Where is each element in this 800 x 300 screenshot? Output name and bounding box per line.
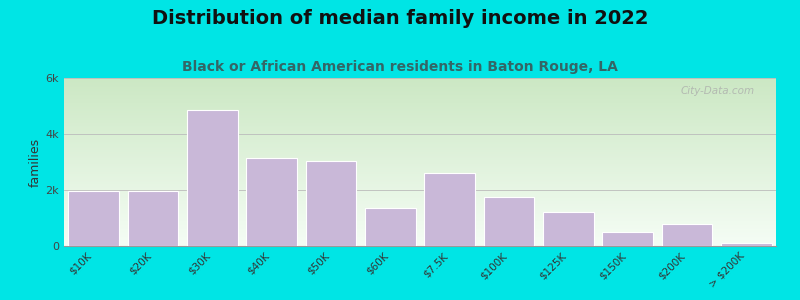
Bar	[602, 232, 653, 246]
Bar	[484, 197, 534, 246]
Bar	[543, 212, 594, 246]
Bar	[365, 208, 415, 246]
Bar	[246, 158, 297, 246]
Text: Black or African American residents in Baton Rouge, LA: Black or African American residents in B…	[182, 60, 618, 74]
Bar	[69, 191, 119, 246]
Bar	[662, 224, 712, 246]
Bar	[128, 191, 178, 246]
Text: City-Data.com: City-Data.com	[681, 86, 754, 96]
Bar	[306, 160, 356, 246]
Text: Distribution of median family income in 2022: Distribution of median family income in …	[152, 9, 648, 28]
Bar	[187, 110, 238, 246]
Bar	[425, 173, 475, 246]
Y-axis label: families: families	[28, 137, 42, 187]
Bar	[721, 243, 771, 246]
